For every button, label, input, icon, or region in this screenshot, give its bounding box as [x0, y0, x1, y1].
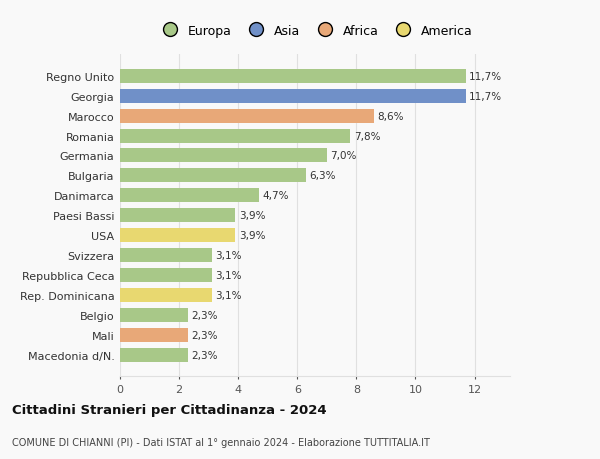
Bar	[120, 348, 188, 362]
Text: 3,9%: 3,9%	[239, 211, 265, 221]
Text: 3,1%: 3,1%	[215, 290, 242, 300]
Bar	[120, 189, 259, 203]
Bar	[120, 209, 235, 223]
Text: 3,1%: 3,1%	[215, 270, 242, 280]
Bar	[120, 229, 235, 242]
Text: 4,7%: 4,7%	[262, 191, 289, 201]
Bar	[120, 70, 466, 84]
Bar	[120, 90, 466, 103]
Bar	[120, 269, 212, 282]
Text: 6,3%: 6,3%	[310, 171, 336, 181]
Text: 11,7%: 11,7%	[469, 72, 502, 82]
Text: 11,7%: 11,7%	[469, 91, 502, 101]
Bar	[120, 288, 212, 302]
Bar	[120, 109, 374, 123]
Text: 2,3%: 2,3%	[191, 310, 218, 320]
Text: 7,0%: 7,0%	[331, 151, 357, 161]
Bar	[120, 129, 350, 143]
Bar	[120, 308, 188, 322]
Bar	[120, 149, 327, 163]
Bar	[120, 328, 188, 342]
Legend: Europa, Asia, Africa, America: Europa, Asia, Africa, America	[152, 20, 478, 43]
Bar	[120, 169, 306, 183]
Text: 3,1%: 3,1%	[215, 251, 242, 260]
Text: 8,6%: 8,6%	[377, 112, 404, 121]
Text: COMUNE DI CHIANNI (PI) - Dati ISTAT al 1° gennaio 2024 - Elaborazione TUTTITALIA: COMUNE DI CHIANNI (PI) - Dati ISTAT al 1…	[12, 437, 430, 447]
Text: 2,3%: 2,3%	[191, 350, 218, 360]
Text: 7,8%: 7,8%	[354, 131, 380, 141]
Text: 3,9%: 3,9%	[239, 230, 265, 241]
Text: Cittadini Stranieri per Cittadinanza - 2024: Cittadini Stranieri per Cittadinanza - 2…	[12, 403, 326, 416]
Text: 2,3%: 2,3%	[191, 330, 218, 340]
Bar	[120, 248, 212, 263]
